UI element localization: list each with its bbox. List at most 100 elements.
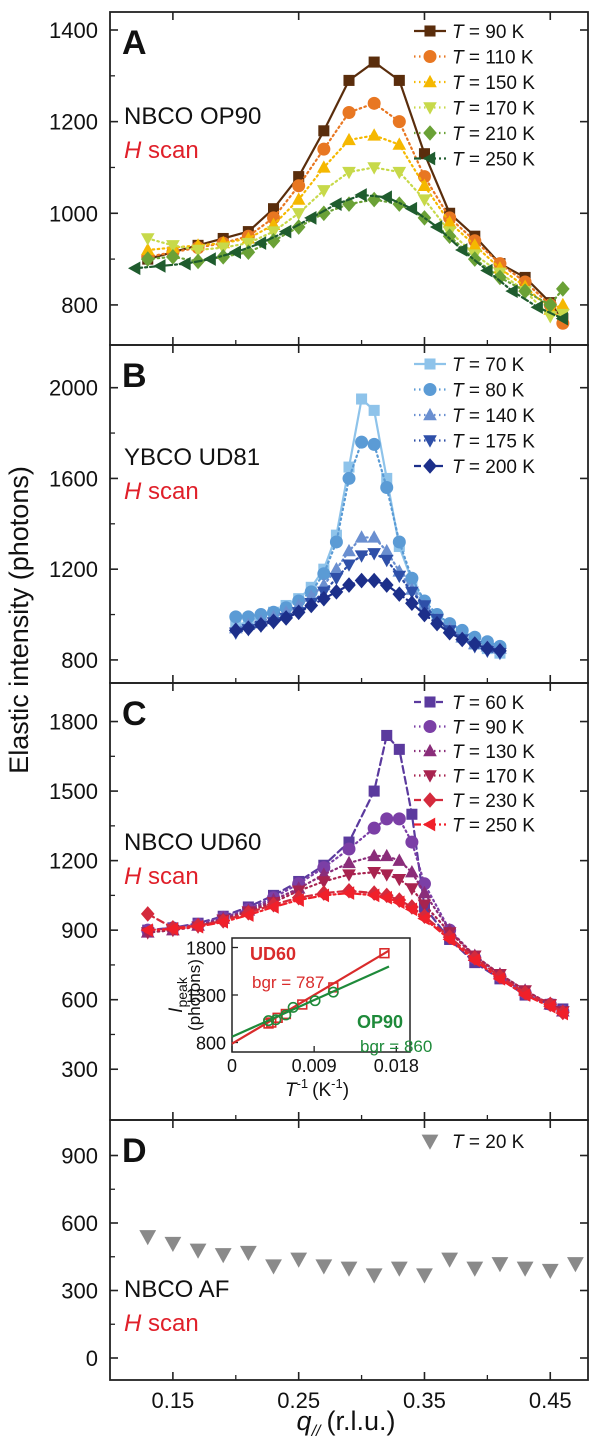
data-point [291, 893, 304, 907]
legend-entry: T = 70 K [414, 355, 525, 376]
y-tick-label: 900 [61, 918, 98, 943]
legend-marker [423, 50, 437, 63]
data-point [381, 729, 393, 741]
data-point [153, 259, 166, 273]
legend-T: T [452, 48, 465, 69]
scan-axis: H [124, 863, 142, 890]
inset-y-sub: peak [174, 976, 190, 1007]
legend-label: T = 200 K [452, 457, 535, 478]
data-point [442, 215, 457, 228]
data-point [241, 237, 256, 251]
data-point [367, 162, 381, 175]
data-point [367, 96, 381, 110]
data-point [442, 624, 457, 641]
data-point [166, 240, 180, 253]
data-point [518, 283, 532, 299]
inset-label-op90: OP90 [357, 1012, 403, 1032]
legend-marker [422, 817, 436, 832]
legend-T: T [452, 693, 465, 714]
data-point [379, 869, 394, 882]
legend-value: = 110 K [464, 48, 534, 69]
data-point [379, 190, 392, 205]
data-point [241, 908, 254, 922]
data-point [381, 472, 393, 484]
scan-axis: H [124, 478, 142, 505]
data-point [368, 785, 380, 797]
data-point [393, 743, 405, 755]
legend-entry: T = 130 K [414, 742, 535, 763]
data-point [342, 855, 356, 869]
legend-value: = 250 K [464, 150, 536, 171]
data-point [342, 471, 356, 485]
data-point [253, 236, 267, 250]
inset-data-point [270, 1014, 282, 1026]
data-point [191, 244, 205, 258]
data-point [128, 261, 141, 276]
legend-marker [423, 720, 437, 733]
legend-T: T [452, 767, 465, 788]
legend-T: T [452, 22, 465, 43]
inset-fit-line [231, 949, 390, 1045]
legend-T: T [452, 1132, 465, 1153]
data-point [405, 883, 419, 896]
x-axis-label: q//(r.l.u.) [297, 1406, 396, 1440]
sample-label: NBCO AF [124, 1276, 229, 1303]
legend-T: T [452, 406, 465, 427]
data-point [317, 590, 331, 607]
data-point [343, 74, 355, 86]
data-point [380, 481, 394, 495]
data-point [190, 919, 204, 934]
legend-marker [424, 696, 436, 708]
data-point [278, 224, 292, 239]
data-point [555, 1006, 569, 1021]
series-200k [228, 572, 507, 659]
data-point [405, 595, 419, 612]
legend-label: T = 60 K [452, 693, 525, 714]
legend-entry: T = 170 K [414, 99, 535, 120]
legend-entry: T = 60 K [414, 693, 525, 714]
legend-T: T [452, 791, 465, 812]
data-point [189, 1243, 207, 1259]
data-point [139, 1230, 157, 1246]
legend-value: = 175 K [464, 432, 536, 453]
data-point [417, 600, 432, 613]
legend-value: = 140 K [464, 406, 536, 427]
inset-bgr-ud60: bgr = 787 [252, 973, 324, 992]
data-point [379, 890, 392, 905]
legend-value: = 90 K [464, 718, 525, 739]
data-point [392, 137, 407, 150]
data-point [390, 1261, 408, 1277]
data-point [266, 900, 279, 914]
legend-value: = 150 K [464, 73, 536, 94]
y-tick-label: 0 [86, 1346, 98, 1371]
data-point [330, 529, 342, 541]
legend-label: T = 230 K [452, 791, 535, 812]
inset-x-tick-label: 0 [227, 1056, 237, 1076]
data-point [380, 812, 394, 826]
legend-value: = 80 K [464, 381, 525, 402]
data-point [317, 160, 331, 173]
inset-x-label: T-1 (K-1) [285, 1076, 349, 1101]
inset-series-op90 [231, 965, 390, 1038]
data-point [329, 584, 344, 600]
panel-letter: D [122, 1132, 147, 1170]
inset-data-point [309, 995, 321, 1007]
legend-T: T [452, 73, 465, 94]
legend-entry: T = 230 K [414, 791, 535, 812]
legend-T: T [452, 742, 465, 763]
data-point [266, 613, 281, 630]
x-axis-unit: (r.l.u.) [326, 1406, 395, 1436]
inset-data-point [263, 1015, 274, 1027]
data-point [304, 211, 317, 225]
legend-marker [423, 407, 437, 421]
data-point [292, 179, 306, 193]
sample-label: YBCO UD81 [124, 444, 260, 471]
data-point [367, 572, 381, 589]
data-point [556, 297, 570, 311]
series-line [146, 198, 564, 307]
legend-label: T = 170 K [452, 99, 535, 120]
legend-T: T [452, 432, 465, 453]
data-point [379, 848, 394, 862]
data-point [342, 196, 356, 212]
